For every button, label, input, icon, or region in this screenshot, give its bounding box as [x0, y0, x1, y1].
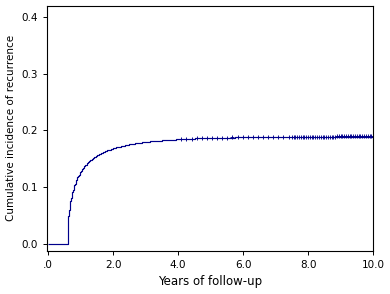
X-axis label: Years of follow-up: Years of follow-up [158, 275, 262, 288]
Y-axis label: Cumulative incidence of recurrence: Cumulative incidence of recurrence [5, 35, 16, 221]
